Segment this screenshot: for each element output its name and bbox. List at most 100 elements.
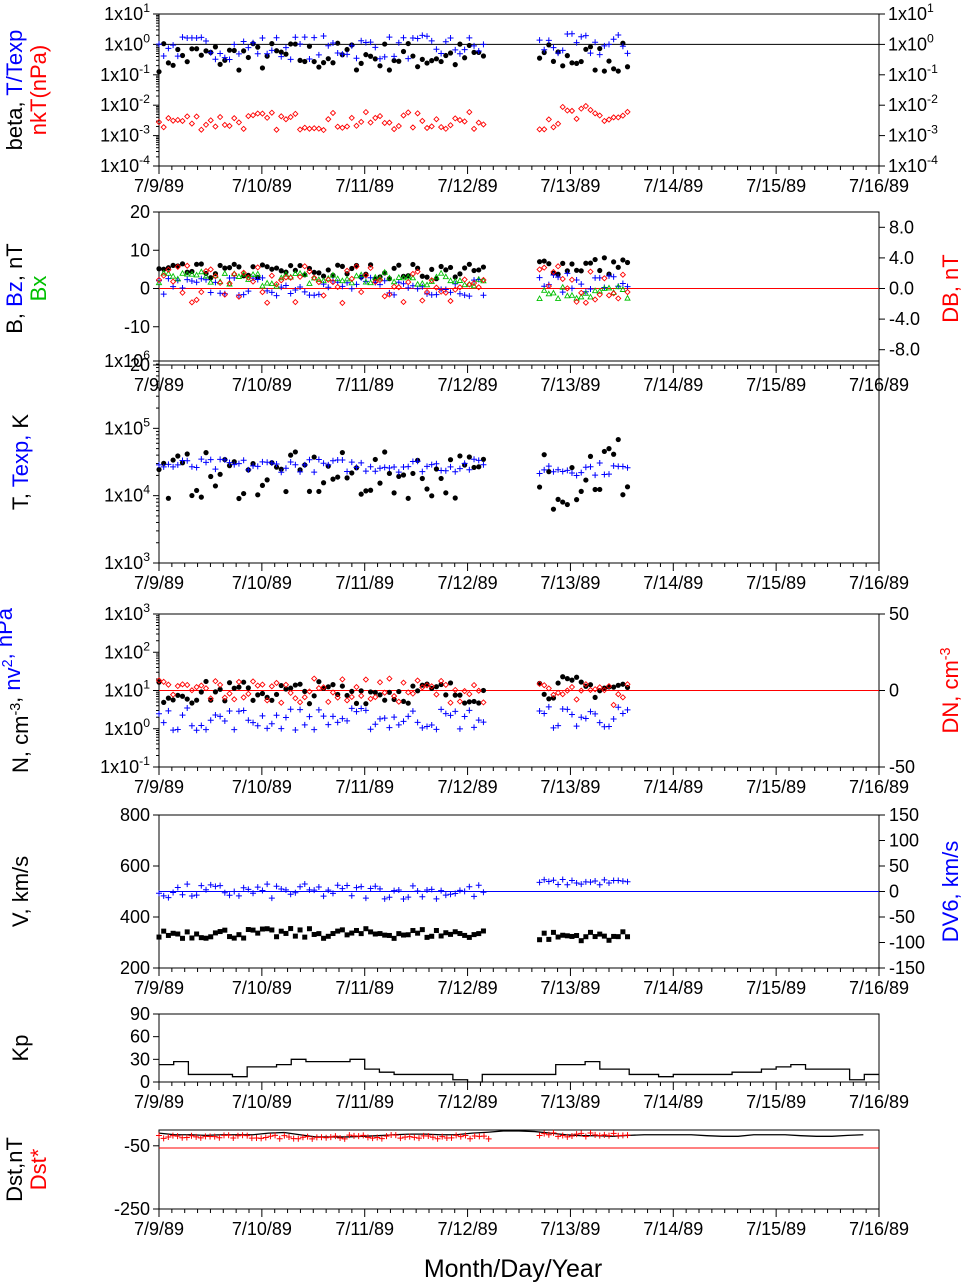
data-point — [315, 456, 322, 463]
x-tick-label: 7/13/89 — [540, 573, 600, 593]
data-point — [288, 926, 294, 932]
data-point — [554, 689, 562, 696]
data-point — [301, 263, 308, 270]
data-point — [226, 690, 233, 697]
tick-label: -150 — [889, 958, 925, 978]
data-point — [471, 724, 478, 731]
data-point — [292, 34, 299, 41]
series-DV6 — [156, 876, 631, 902]
data-point — [620, 681, 626, 687]
data-point — [596, 291, 603, 298]
series-T — [156, 436, 631, 512]
data-point — [447, 122, 454, 129]
data-point — [536, 1132, 543, 1139]
data-point — [301, 124, 308, 131]
data-point — [428, 721, 435, 728]
series-DN — [155, 675, 631, 709]
data-point — [615, 68, 621, 74]
data-point — [391, 464, 398, 471]
data-point — [156, 461, 162, 468]
data-point — [574, 267, 580, 273]
data-point — [550, 289, 557, 296]
data-point — [438, 681, 444, 688]
data-point — [170, 697, 176, 703]
data-point — [165, 45, 172, 52]
data-point — [165, 269, 172, 276]
data-point — [587, 453, 594, 459]
data-point — [480, 121, 487, 128]
data-point — [174, 263, 181, 270]
data-point — [259, 482, 266, 489]
data-point — [170, 262, 176, 269]
data-point — [282, 282, 289, 289]
data-point — [306, 713, 313, 720]
data-point — [438, 887, 445, 894]
data-point — [334, 275, 341, 282]
data-point — [377, 931, 383, 937]
data-point — [381, 895, 388, 902]
data-point — [301, 288, 308, 295]
data-point — [400, 679, 407, 686]
data-point — [320, 480, 327, 486]
data-point — [207, 717, 214, 724]
data-point — [587, 293, 594, 300]
data-point — [216, 1134, 223, 1141]
data-point — [325, 267, 331, 273]
data-point — [405, 463, 412, 470]
data-point — [447, 891, 454, 898]
data-point — [287, 56, 294, 63]
data-point — [278, 885, 285, 892]
data-point — [624, 283, 631, 290]
data-point — [362, 895, 369, 902]
data-point — [405, 894, 412, 901]
tick-label: 200 — [120, 958, 150, 978]
data-point — [476, 464, 482, 470]
data-point — [184, 451, 190, 457]
data-point — [236, 67, 242, 73]
data-point — [545, 282, 552, 290]
data-point — [348, 459, 355, 466]
data-point — [400, 34, 407, 41]
data-point — [596, 287, 604, 294]
data-point — [367, 264, 374, 272]
data-point — [198, 682, 205, 689]
data-point — [560, 674, 566, 680]
data-point — [583, 260, 589, 266]
data-point — [419, 724, 426, 731]
data-point — [282, 270, 290, 277]
data-point — [452, 692, 458, 698]
data-point — [184, 262, 191, 269]
data-point — [212, 689, 219, 695]
x-tick-label: 7/11/89 — [335, 978, 394, 998]
data-point — [156, 934, 162, 940]
data-point — [273, 48, 280, 54]
data-point — [283, 686, 289, 692]
data-point — [569, 60, 575, 66]
data-point — [188, 687, 196, 694]
data-point — [614, 283, 622, 290]
data-point — [344, 46, 350, 53]
data-point — [568, 107, 576, 115]
data-point — [339, 299, 346, 307]
data-point — [174, 1133, 181, 1140]
data-point — [175, 692, 181, 698]
data-point — [619, 43, 626, 50]
data-point — [282, 886, 289, 893]
data-point — [283, 488, 289, 495]
data-point — [423, 281, 431, 288]
data-point — [329, 278, 337, 286]
data-point — [188, 722, 195, 729]
data-point — [193, 683, 200, 691]
data-point — [423, 288, 431, 296]
data-point — [283, 51, 289, 57]
data-point — [537, 937, 543, 943]
data-point — [255, 492, 261, 498]
x-tick-label: 7/14/89 — [643, 1219, 703, 1239]
data-point — [221, 291, 228, 298]
data-point — [339, 885, 346, 892]
data-point — [411, 1134, 418, 1141]
data-point — [301, 34, 308, 41]
data-point — [217, 713, 224, 720]
